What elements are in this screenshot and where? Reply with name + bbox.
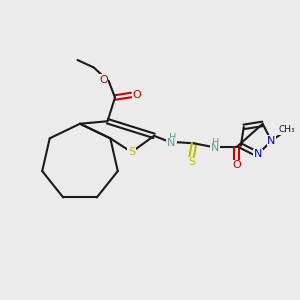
Text: CH₃: CH₃ xyxy=(278,125,295,134)
Text: S: S xyxy=(188,157,195,167)
Text: H: H xyxy=(212,138,219,148)
Text: N: N xyxy=(167,138,175,148)
Text: N: N xyxy=(254,149,262,159)
Text: N: N xyxy=(267,136,275,146)
Text: O: O xyxy=(132,90,141,100)
Text: H: H xyxy=(169,133,176,142)
Text: O: O xyxy=(99,75,108,85)
Text: N: N xyxy=(211,143,219,153)
Text: O: O xyxy=(232,160,241,170)
Text: S: S xyxy=(128,147,135,157)
